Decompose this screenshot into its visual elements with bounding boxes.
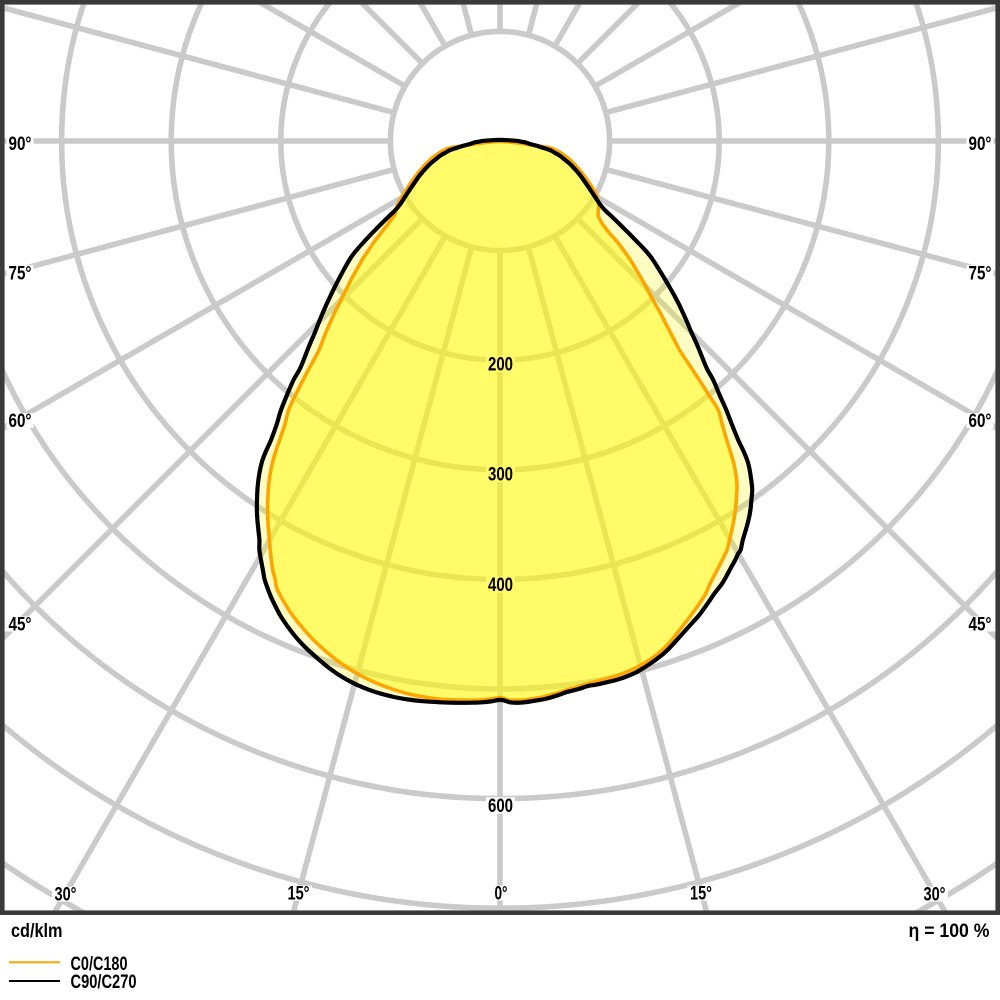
svg-text:45°: 45°: [9, 615, 32, 636]
svg-text:η = 100 %: η = 100 %: [909, 921, 990, 942]
svg-text:90°: 90°: [9, 134, 32, 155]
svg-text:60°: 60°: [969, 411, 992, 432]
svg-text:C90/C270: C90/C270: [71, 972, 137, 993]
svg-text:15°: 15°: [288, 884, 310, 905]
svg-text:0°: 0°: [495, 884, 508, 905]
svg-text:75°: 75°: [969, 263, 992, 284]
svg-text:30°: 30°: [924, 885, 946, 906]
svg-text:45°: 45°: [969, 615, 992, 636]
svg-text:C0/C180: C0/C180: [71, 954, 128, 975]
svg-text:400: 400: [488, 575, 513, 596]
svg-text:90°: 90°: [969, 134, 992, 155]
svg-text:60°: 60°: [9, 411, 32, 432]
svg-text:75°: 75°: [9, 263, 32, 284]
svg-text:15°: 15°: [690, 884, 712, 905]
svg-text:300: 300: [488, 465, 513, 486]
svg-text:cd/klm: cd/klm: [11, 921, 63, 942]
svg-text:30°: 30°: [55, 885, 77, 906]
svg-text:600: 600: [488, 796, 513, 817]
svg-text:200: 200: [488, 355, 513, 376]
